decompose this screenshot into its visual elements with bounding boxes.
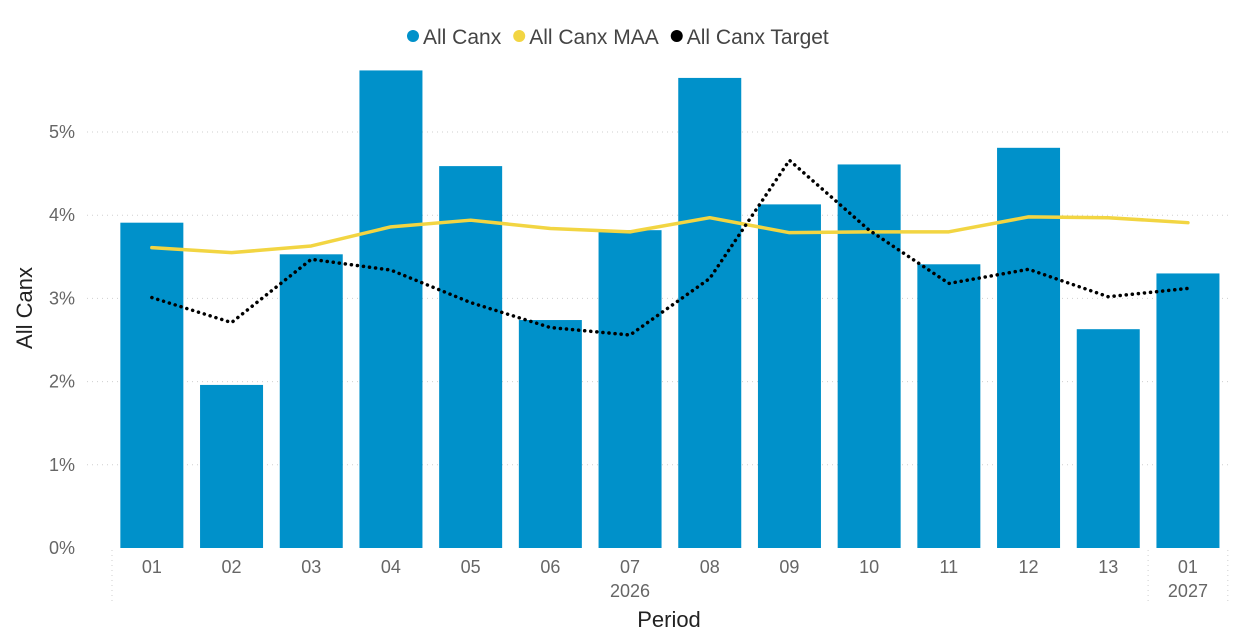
x-tick-label: 10	[859, 557, 879, 577]
bar-series	[120, 70, 1220, 549]
y-tick-label: 4%	[49, 205, 75, 225]
legend-marker-icon	[670, 30, 683, 42]
legend-item[interactable]: All Canx	[407, 26, 502, 49]
y-axis-ticks: 0% 1% 2% 3% 4% 5%	[49, 122, 75, 558]
legend: All Canx All Canx MAA All Canx Target	[407, 26, 829, 49]
legend-label: All Canx	[423, 26, 502, 49]
bar[interactable]	[837, 164, 901, 548]
x-tick-label: 12	[1019, 557, 1039, 577]
y-tick-label: 0%	[49, 538, 75, 558]
y-tick-label: 2%	[49, 372, 75, 392]
y-tick-label: 1%	[49, 455, 75, 475]
bar[interactable]	[678, 77, 742, 549]
bar[interactable]	[359, 70, 423, 548]
legend-item[interactable]: All Canx Target	[670, 26, 829, 49]
y-tick-label: 3%	[49, 288, 75, 308]
y-tick-label: 5%	[49, 122, 75, 142]
legend-label: All Canx MAA	[529, 26, 659, 49]
x-tick-label: 13	[1098, 557, 1118, 577]
x-axis: 01 02 03 04 05 06 07 08 09 10 11 12 13 01 2026 2027	[111, 550, 1229, 604]
bar[interactable]	[279, 254, 343, 548]
bar[interactable]	[120, 222, 184, 549]
bar[interactable]	[917, 264, 981, 548]
line-series	[150, 158, 1190, 337]
bar[interactable]	[439, 166, 503, 548]
x-tick-label: 11	[940, 557, 959, 577]
x-tick-label: 06	[540, 557, 560, 577]
x-tick-label: 09	[779, 557, 799, 577]
x-tick-label: 04	[381, 557, 401, 577]
x-group-label: 2026	[610, 581, 650, 601]
legend-marker-icon	[407, 30, 419, 42]
bar[interactable]	[757, 204, 821, 548]
target-line[interactable]	[150, 158, 1190, 337]
x-group-label: 2027	[1168, 581, 1208, 601]
x-axis-title: Period	[637, 607, 701, 632]
legend-item[interactable]: All Canx MAA	[513, 26, 659, 49]
x-tick-label: 03	[301, 557, 321, 577]
legend-label: All Canx Target	[687, 26, 829, 49]
bar[interactable]	[1156, 273, 1220, 548]
y-axis-title: All Canx	[12, 267, 37, 349]
x-tick-label: 05	[461, 557, 481, 577]
gridlines	[87, 131, 1230, 466]
x-tick-label: 01	[142, 557, 162, 577]
bar[interactable]	[518, 320, 582, 548]
bar[interactable]	[1076, 329, 1140, 548]
x-tick-label: 02	[222, 557, 242, 577]
legend-marker-icon	[513, 30, 526, 42]
maa-line[interactable]	[150, 215, 1190, 255]
x-tick-label: 01	[1178, 557, 1198, 577]
bar[interactable]	[997, 147, 1061, 549]
bar[interactable]	[200, 384, 264, 548]
x-tick-label: 08	[700, 557, 720, 577]
x-tick-label: 07	[620, 557, 640, 577]
bar[interactable]	[598, 230, 662, 548]
